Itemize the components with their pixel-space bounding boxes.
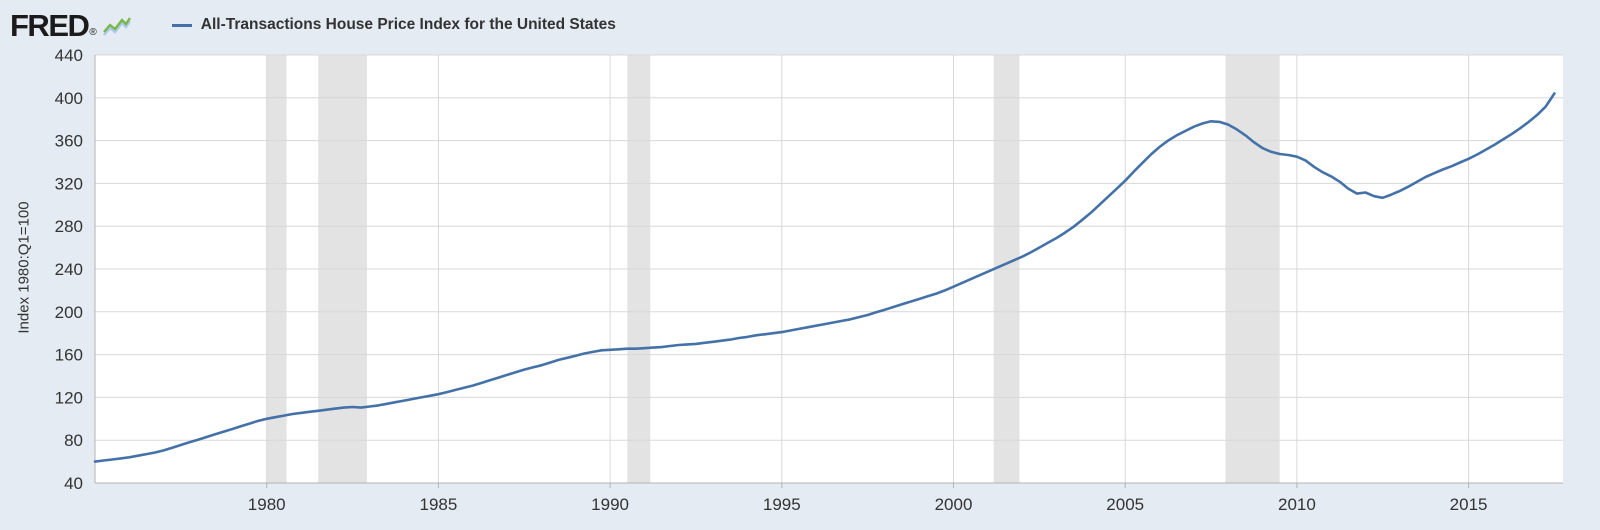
y-axis-title: Index 1980:Q1=100 [15, 201, 33, 334]
x-tick-label: 2005 [1106, 495, 1144, 514]
x-tick-label: 2000 [935, 495, 973, 514]
y-tick-label: 280 [55, 217, 83, 236]
sparkline-icon [102, 16, 131, 36]
y-tick-label: 120 [55, 388, 83, 407]
chart-legend: All-Transactions House Price Index for t… [171, 16, 616, 34]
legend-line-swatch [171, 23, 192, 27]
y-tick-label: 80 [64, 431, 83, 450]
y-tick-label: 320 [55, 174, 83, 193]
y-tick-label: 400 [55, 89, 83, 108]
y-tick-label: 240 [55, 260, 83, 279]
x-tick-label: 2015 [1450, 495, 1488, 514]
chart-header: FRED ® All-Transactions House Price Inde… [0, 0, 1600, 46]
legend-label: All-Transactions House Price Index for t… [200, 16, 616, 33]
x-tick-label: 1990 [591, 495, 629, 514]
fred-logo-text: FRED [10, 7, 90, 43]
y-tick-label: 360 [55, 132, 83, 151]
y-tick-label: 160 [55, 346, 83, 365]
x-tick-label: 1995 [763, 495, 801, 514]
y-tick-label: 440 [55, 46, 83, 65]
x-tick-label: 1980 [248, 495, 286, 514]
y-tick-label: 40 [64, 474, 83, 493]
data-line [93, 92, 1556, 463]
registered-trademark: ® [89, 26, 97, 38]
x-tick-label: 2010 [1278, 495, 1316, 514]
fred-logo: FRED ® [10, 10, 132, 41]
x-tick-label: 1985 [419, 495, 457, 514]
y-tick-label: 200 [55, 303, 83, 322]
